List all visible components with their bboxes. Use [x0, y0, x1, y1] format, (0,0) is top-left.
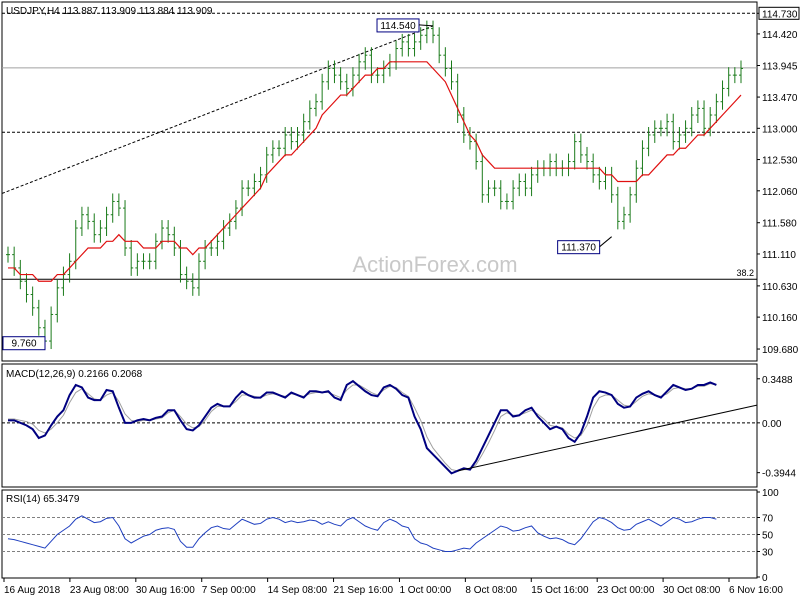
price-tick-label: 112.530: [762, 156, 798, 167]
price-tick-label: 114.420: [762, 30, 798, 41]
x-tick-label: 7 Sep 00:00: [202, 585, 256, 596]
rsi-tick-label: 50: [762, 531, 774, 542]
x-tick-label: 23 Aug 08:00: [70, 585, 129, 596]
price-pane: [1, 1, 758, 362]
annotation-label: 9.760: [11, 339, 36, 350]
macd-pane: [1, 363, 758, 488]
x-tick-label: 6 Nov 16:00: [729, 585, 783, 596]
price-tick-label: 111.110: [762, 250, 796, 261]
price-tick-label: 112.060: [762, 187, 798, 198]
rsi-tick-label: 70: [762, 514, 774, 525]
x-tick-label: 14 Sep 08:00: [268, 585, 328, 596]
macd-line: [8, 379, 717, 475]
moving-average-line: [8, 61, 742, 282]
watermark: ActionForex.com: [352, 252, 517, 277]
price-layer: 38.2 114.540 111.370 9.760: [1, 12, 757, 351]
axis-layer: 114.730 114.420 113.945 113.470 113.000 112.5…: [3, 6, 800, 596]
rsi-tick-label: 30: [762, 548, 774, 559]
annotation-label: 114.540: [380, 21, 416, 32]
x-tick-label: 30 Oct 08:00: [663, 585, 721, 596]
macd-title: MACD(12,26,9) 0.2166 0.2068: [6, 369, 143, 380]
price-tick-label: 114.730: [762, 9, 798, 20]
rsi-title: RSI(14) 65.3479: [6, 494, 80, 505]
rsi-tick-label: 0: [762, 573, 768, 584]
macd-tick-label: 0.00: [762, 419, 782, 430]
price-tick-label: 113.000: [762, 124, 798, 135]
rsi-layer: [2, 515, 757, 552]
x-tick-label: 21 Sep 16:00: [334, 585, 394, 596]
annotation-leader: [599, 236, 612, 248]
annotation-box: [2, 336, 46, 351]
x-tick-label: 15 Oct 16:00: [531, 585, 589, 596]
annotation-leader: [418, 24, 434, 27]
macd-tick-label: 0.3488: [762, 375, 793, 386]
x-tick-label: 23 Oct 00:00: [597, 585, 655, 596]
macd-layer: [2, 379, 758, 475]
price-tick-label: 110.630: [762, 282, 798, 293]
annotation-box: [557, 240, 601, 255]
price-tick-label: 110.160: [762, 313, 798, 324]
price-chart-title: USDJPY,H4 113.887 113.909 113.884 113.90…: [6, 6, 213, 17]
fib-label: 38.2: [736, 268, 754, 278]
rsi-line: [7, 515, 717, 552]
price-tick-label: 113.945: [762, 61, 798, 72]
macd-signal-line: [8, 383, 717, 472]
x-tick-label: 16 Aug 2018: [4, 585, 61, 596]
macd-tick-label: -0.3944: [762, 469, 796, 480]
macd-trendline: [457, 404, 758, 472]
price-tick-label: 111.580: [762, 219, 797, 230]
rsi-tick-label: 100: [762, 488, 779, 499]
price-tick-label: 109.680: [762, 345, 799, 356]
x-tick-label: 8 Oct 08:00: [465, 585, 517, 596]
price-tick-box: [758, 6, 800, 20]
dashed-trendline: [1, 25, 434, 194]
price-tick-label: 113.470: [762, 93, 798, 104]
x-tick-label: 1 Oct 00:00: [399, 585, 451, 596]
x-tick-label: 30 Aug 16:00: [136, 585, 195, 596]
annotation-label: 111.370: [561, 243, 596, 254]
